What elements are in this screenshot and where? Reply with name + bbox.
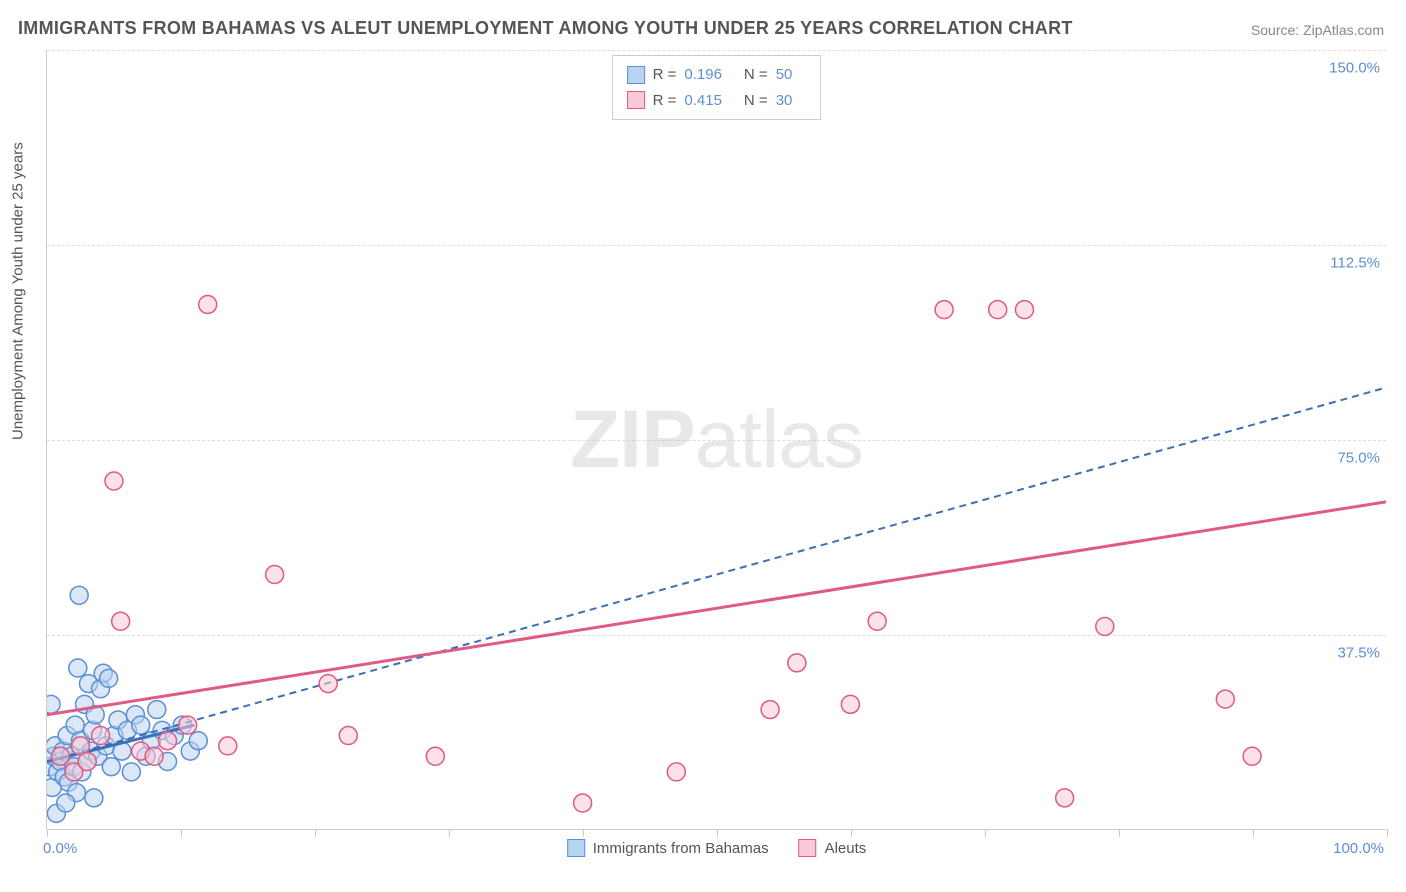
legend-label-aleuts: Aleuts — [825, 840, 867, 857]
data-point — [132, 716, 150, 734]
x-tick — [181, 829, 182, 837]
data-point — [841, 695, 859, 713]
r-value-2: 0.415 — [684, 88, 722, 114]
data-point — [935, 301, 953, 319]
data-point — [145, 747, 163, 765]
legend-row-series2: R = 0.415 N = 30 — [627, 88, 807, 114]
trendline — [47, 388, 1386, 762]
x-tick — [851, 829, 852, 837]
legend-item-bahamas: Immigrants from Bahamas — [567, 839, 769, 857]
data-point — [319, 675, 337, 693]
data-point — [868, 612, 886, 630]
data-point — [266, 566, 284, 584]
data-point — [788, 654, 806, 672]
data-point — [989, 301, 1007, 319]
n-value-1: 50 — [776, 62, 793, 88]
data-point — [199, 295, 217, 313]
swatch-series1 — [627, 66, 645, 84]
correlation-legend: R = 0.196 N = 50 R = 0.415 N = 30 — [612, 55, 822, 120]
legend-row-series1: R = 0.196 N = 50 — [627, 62, 807, 88]
data-point — [105, 472, 123, 490]
swatch-aleuts — [799, 839, 817, 857]
x-tick — [47, 829, 48, 837]
series-legend: Immigrants from Bahamas Aleuts — [567, 839, 867, 857]
data-point — [189, 732, 207, 750]
x-tick — [583, 829, 584, 837]
trendline — [47, 502, 1386, 715]
data-point — [70, 586, 88, 604]
x-tick-label: 0.0% — [43, 840, 77, 857]
x-tick — [717, 829, 718, 837]
data-point — [179, 716, 197, 734]
swatch-series2 — [627, 91, 645, 109]
x-tick — [985, 829, 986, 837]
n-value-2: 30 — [776, 88, 793, 114]
data-point — [426, 747, 444, 765]
data-point — [100, 669, 118, 687]
chart-title: IMMIGRANTS FROM BAHAMAS VS ALEUT UNEMPLO… — [18, 18, 1073, 39]
legend-item-aleuts: Aleuts — [799, 839, 867, 857]
y-axis-label: Unemployment Among Youth under 25 years — [10, 142, 27, 440]
data-point — [219, 737, 237, 755]
data-point — [1056, 789, 1074, 807]
data-point — [78, 752, 96, 770]
data-point — [122, 763, 140, 781]
data-point — [574, 794, 592, 812]
data-point — [47, 695, 60, 713]
legend-label-bahamas: Immigrants from Bahamas — [593, 840, 769, 857]
r-value-1: 0.196 — [684, 62, 722, 88]
data-point — [102, 758, 120, 776]
data-point — [761, 701, 779, 719]
x-tick-label: 100.0% — [1333, 840, 1384, 857]
data-point — [1015, 301, 1033, 319]
data-point — [112, 612, 130, 630]
swatch-bahamas — [567, 839, 585, 857]
data-point — [1243, 747, 1261, 765]
x-tick — [449, 829, 450, 837]
data-point — [85, 789, 103, 807]
data-point — [667, 763, 685, 781]
x-tick — [1253, 829, 1254, 837]
data-point — [69, 659, 87, 677]
x-tick — [315, 829, 316, 837]
data-point — [92, 727, 110, 745]
scatter-svg — [47, 50, 1386, 829]
source-attribution: Source: ZipAtlas.com — [1251, 22, 1384, 38]
data-point — [1216, 690, 1234, 708]
data-point — [57, 794, 75, 812]
x-tick — [1119, 829, 1120, 837]
data-point — [51, 747, 69, 765]
data-point — [159, 732, 177, 750]
x-tick — [1387, 829, 1388, 837]
data-point — [339, 727, 357, 745]
plot-area: ZIPatlas R = 0.196 N = 50 R = 0.415 N = … — [46, 50, 1386, 830]
data-point — [148, 701, 166, 719]
data-point — [1096, 617, 1114, 635]
